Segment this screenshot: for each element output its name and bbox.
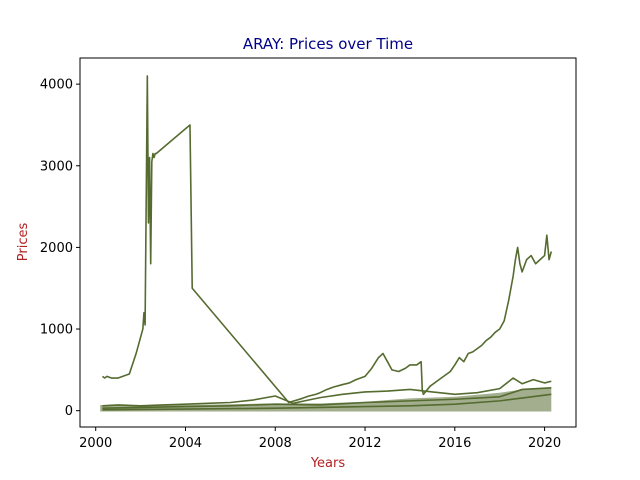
series-line-1 — [101, 75, 553, 404]
series-line-3 — [102, 387, 552, 410]
x-tick-label: 2000 — [79, 436, 112, 451]
y-axis-label: Prices — [16, 223, 31, 262]
y-tick-label: 1000 — [40, 323, 73, 338]
x-tick-label: 2004 — [169, 436, 202, 451]
y-tick-label: 3000 — [40, 159, 73, 174]
x-tick-label: 2008 — [259, 436, 292, 451]
y-tick-label: 4000 — [40, 78, 73, 93]
chart-title: ARAY: Prices over Time — [243, 35, 413, 53]
y-tick-label: 2000 — [40, 241, 73, 256]
x-axis-label: Years — [310, 456, 346, 471]
series-layer — [100, 75, 553, 412]
series-line-2 — [102, 377, 552, 407]
y-tick-label: 0 — [65, 404, 73, 419]
series-line-4 — [102, 393, 552, 411]
plot-area-frame — [79, 57, 577, 428]
y-axis: 0 1000 2000 3000 4000 — [40, 78, 80, 419]
x-tick-label: 2016 — [438, 436, 471, 451]
x-tick-label: 2012 — [348, 436, 381, 451]
x-tick-label: 2020 — [528, 436, 561, 451]
x-axis: 2000 2004 2008 2012 2016 2020 — [79, 427, 561, 451]
